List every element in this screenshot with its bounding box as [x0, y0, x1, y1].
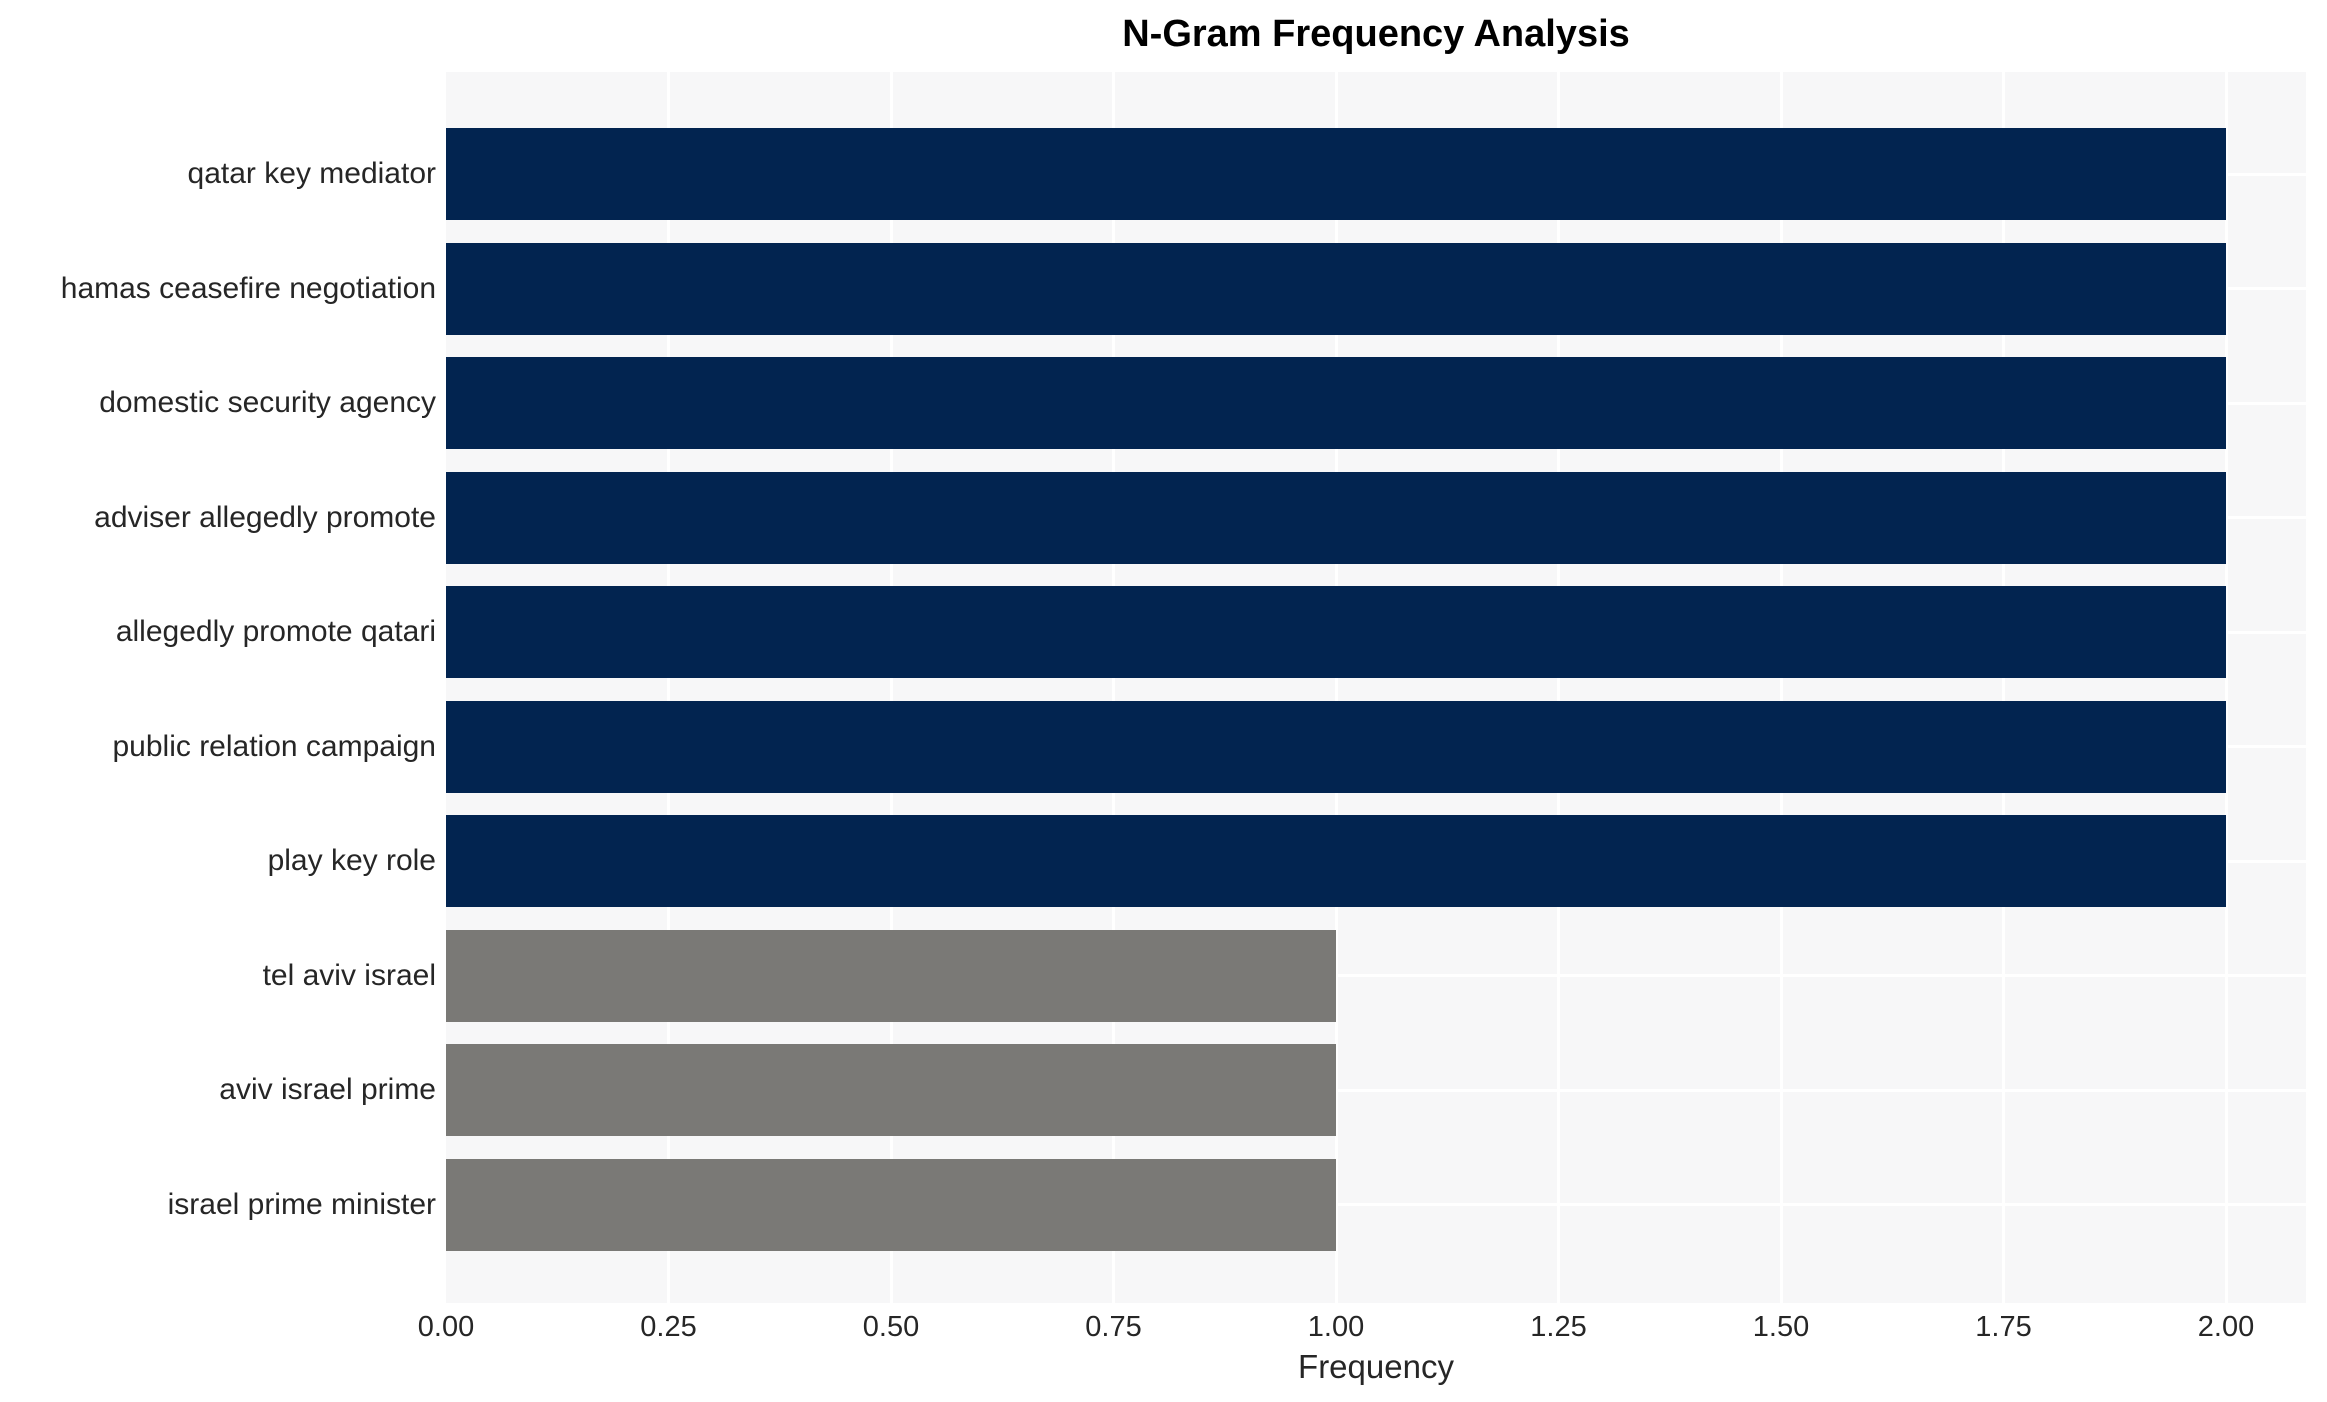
y-tick-label: domestic security agency	[99, 386, 436, 419]
y-gridline	[446, 1203, 2306, 1206]
bar-play-key-role	[446, 815, 2226, 907]
x-gridline-1.75	[2002, 72, 2005, 1303]
y-gridline	[446, 974, 2306, 977]
x-tick-label: 0.00	[417, 1311, 475, 1343]
bar-israel-prime-minister	[446, 1158, 1336, 1251]
bar-public-relation-campaign	[446, 700, 2226, 793]
x-gridline-0.75	[1112, 72, 1115, 1303]
y-tick-label: allegedly promote qatari	[115, 615, 436, 648]
y-tick-label: qatar key mediator	[187, 157, 436, 190]
y-tick-label: play key role	[267, 844, 436, 877]
y-tick-label: public relation campaign	[112, 729, 436, 763]
y-tick-label: hamas ceasefire negotiation	[60, 271, 436, 305]
x-gridline-0.25	[667, 72, 670, 1303]
bar-aviv-israel-prime	[446, 1044, 1336, 1136]
x-tick-label: 1.50	[1752, 1311, 1810, 1343]
x-tick-label: 2.00	[2197, 1311, 2255, 1343]
bar-domestic-security-agency	[446, 357, 2226, 449]
bar-hamas-ceasefire-negotiation	[446, 242, 2226, 335]
x-gridline-1.50	[1779, 72, 1783, 1303]
x-gridline-2.00	[2224, 72, 2228, 1303]
y-tick-label: israel prime minister	[167, 1187, 436, 1221]
y-gridline	[446, 1088, 2306, 1092]
x-tick-label: 0.50	[862, 1311, 920, 1343]
x-gridline-1.00	[1334, 72, 1338, 1303]
bar-adviser-allegedly-promote	[446, 471, 2226, 564]
y-tick-label: tel aviv israel	[262, 958, 436, 992]
x-tick-label: 0.25	[640, 1311, 697, 1343]
x-tick-label: 1.75	[1975, 1311, 2032, 1343]
bar-tel-aviv-israel	[446, 929, 1336, 1022]
x-tick-label: 1.00	[1307, 1311, 1365, 1343]
x-axis-label: Frequency	[1298, 1348, 1454, 1385]
y-tick-label: aviv israel prime	[219, 1073, 436, 1106]
bar-qatar-key-mediator	[446, 128, 2226, 220]
x-gridline-0.50	[889, 72, 893, 1303]
bar-allegedly-promote-qatari	[446, 586, 2226, 678]
chart-title: N-Gram Frequency Analysis	[1122, 13, 1630, 55]
x-tick-label: 0.75	[1085, 1311, 1142, 1343]
plot-area	[446, 72, 2306, 1303]
x-gridline-1.25	[1557, 72, 1560, 1303]
y-tick-label: adviser allegedly promote	[94, 500, 436, 534]
x-tick-label: 1.25	[1530, 1311, 1587, 1343]
